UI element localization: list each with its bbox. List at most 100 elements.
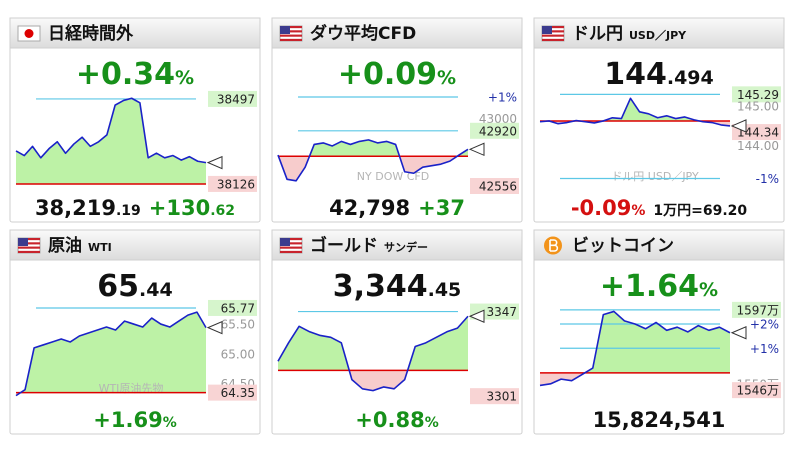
- flag-stripe: [18, 250, 40, 253]
- level-box: [470, 388, 519, 405]
- flag-canton: [542, 26, 552, 34]
- flag-canton: [280, 238, 290, 246]
- headline-small: %: [175, 67, 194, 89]
- area-up: [278, 316, 468, 371]
- price-line: [15, 97, 207, 164]
- flag-sun: [24, 29, 34, 38]
- level-box: [732, 86, 781, 103]
- headline-small: .45: [428, 279, 462, 301]
- flag-stripe: [280, 250, 302, 253]
- flag-stripe: [18, 238, 40, 241]
- watermark: WTI原油先物: [99, 381, 164, 395]
- footer: +0.88%: [355, 408, 438, 432]
- price-line: [15, 311, 207, 397]
- panel-title: 日経時間外: [48, 23, 134, 44]
- headline-small: %: [699, 279, 718, 301]
- area-up: [540, 98, 730, 121]
- level-label: 3347: [486, 305, 517, 319]
- level-box: [470, 122, 519, 139]
- flag-canton: [18, 238, 28, 246]
- flag-stripe: [18, 242, 40, 245]
- area-up: [20, 312, 206, 393]
- level-box: [208, 175, 257, 192]
- level-label: 145.00: [737, 99, 779, 113]
- footer-part: 15,824,541: [593, 408, 726, 432]
- watermark: ドル円 USD／JPY: [611, 170, 699, 183]
- level-label: +2%: [750, 318, 779, 332]
- footer: 15,824,541: [593, 408, 726, 432]
- headline: 3,344.45: [333, 269, 462, 304]
- level-box: [732, 301, 781, 318]
- flag-stripe: [542, 30, 564, 33]
- panel-title: 原油 WTI: [48, 235, 112, 256]
- level-label: 1597万: [736, 303, 779, 317]
- level-label: -1%: [756, 172, 779, 186]
- footer-part: .19: [116, 203, 141, 219]
- flag-stripe: [542, 26, 564, 29]
- area-up: [540, 311, 730, 373]
- price-line: [539, 310, 731, 387]
- panel-header: [533, 17, 785, 49]
- panel: ゴールド サンデー 3,344.45 3347 3301 +0.88%: [271, 229, 523, 435]
- footer-part: .62: [210, 203, 235, 219]
- level-label: 65.77: [221, 301, 255, 315]
- footer-part: 1万円=69.20: [653, 203, 747, 219]
- level-label: 65.00: [221, 347, 255, 361]
- level-label: 144.00: [737, 139, 779, 153]
- area-down: [278, 156, 468, 181]
- flag-stripe: [18, 246, 40, 249]
- footer-part: %: [425, 415, 439, 431]
- headline-main: 144: [604, 57, 667, 92]
- headline: 65.44: [97, 269, 172, 304]
- area-down: [278, 370, 468, 391]
- flag-stripe: [280, 246, 302, 249]
- panel-header: [9, 229, 261, 261]
- current-marker: [730, 326, 747, 340]
- level-label: 65.50: [221, 318, 255, 332]
- headline: +1.64%: [600, 269, 718, 304]
- headline-main: +0.34: [76, 57, 175, 92]
- level-label: 38126: [217, 177, 255, 191]
- level-label: +1%: [488, 90, 517, 104]
- coin-glyph: [549, 239, 559, 252]
- level-box: [208, 384, 257, 401]
- level-label: +1%: [750, 342, 779, 356]
- panel-header: [9, 17, 261, 49]
- area-down: [540, 372, 730, 386]
- flag-stripe: [280, 242, 302, 245]
- footer-part: %: [631, 203, 645, 219]
- level-box: [732, 382, 781, 399]
- watermark: NY DOW CFD: [357, 170, 429, 183]
- title: 原油: [48, 235, 82, 256]
- flag-stripe: [280, 26, 302, 29]
- footer: -0.09% 1万円=69.20: [571, 196, 748, 220]
- level-label: 64.35: [221, 386, 255, 400]
- title: ゴールド: [310, 235, 378, 256]
- price-line: [277, 139, 469, 182]
- panel-title: ゴールド サンデー: [310, 235, 428, 256]
- footer: +1.69%: [93, 408, 176, 432]
- flag-stripe: [280, 30, 302, 33]
- footer-part: +37: [418, 196, 465, 220]
- level-box: [208, 90, 257, 107]
- footer-part: +130: [149, 196, 210, 220]
- level-label: 1546万: [736, 384, 779, 398]
- panel-title: ビットコイン: [572, 236, 674, 256]
- current-marker: [206, 155, 223, 170]
- panel-header: [271, 229, 523, 261]
- footer-part: 38,219: [35, 196, 116, 220]
- level-label: 42556: [479, 180, 517, 194]
- flag-stripe: [280, 238, 302, 241]
- panel-title: ダウ平均CFD: [310, 23, 416, 44]
- panel: 原油 WTI65.44WTI原油先物65.7765.5065.0064.5064.…: [9, 229, 261, 435]
- panel-header: [271, 17, 523, 49]
- headline-main: 3,344: [333, 269, 428, 304]
- title: ダウ平均CFD: [310, 23, 416, 44]
- footer-part: -0.09: [571, 196, 632, 220]
- title: ドル円: [572, 24, 623, 44]
- flag-stripe: [542, 34, 564, 37]
- level-label: 42920: [479, 124, 517, 138]
- headline-small: %: [437, 67, 456, 89]
- level-box: [470, 178, 519, 194]
